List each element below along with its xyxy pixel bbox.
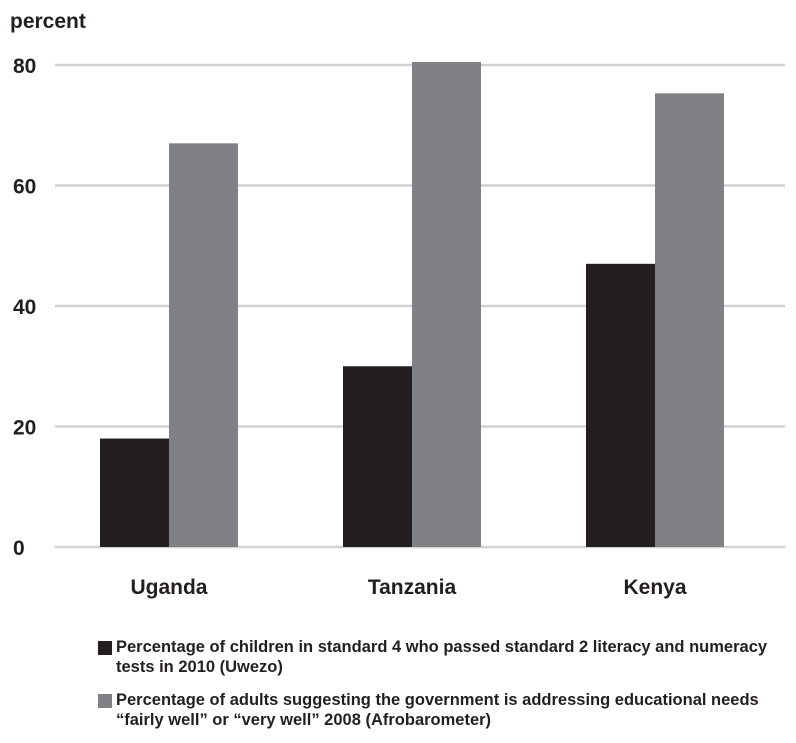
bar-chart: 0 20 40 60 80 Uganda Tanzania Kenya bbox=[13, 55, 785, 599]
legend-label-adults: Percentage of adults suggesting the gove… bbox=[116, 691, 759, 729]
x-tick-label-uganda: Uganda bbox=[130, 576, 207, 599]
legend-item-adults: Percentage of adults suggesting the gove… bbox=[98, 690, 788, 730]
y-tick-label: 20 bbox=[13, 417, 36, 440]
bars bbox=[100, 61, 724, 548]
bar-kenya-series-2 bbox=[655, 93, 724, 547]
x-tick-label-kenya: Kenya bbox=[623, 576, 686, 599]
y-tick-label: 80 bbox=[13, 55, 36, 78]
y-axis-label: percent bbox=[10, 10, 86, 33]
legend-swatch-children bbox=[98, 641, 112, 655]
y-tick-label: 60 bbox=[13, 176, 36, 199]
bar-kenya-series-1 bbox=[586, 263, 655, 547]
legend-item-children: Percentage of children in standard 4 who… bbox=[98, 637, 788, 677]
x-tick-label-tanzania: Tanzania bbox=[368, 576, 457, 599]
y-tick-labels: 0 20 40 60 80 bbox=[13, 55, 36, 560]
bar-tanzania-series-2 bbox=[412, 61, 481, 548]
y-tick-label: 0 bbox=[13, 537, 25, 560]
bar-tanzania-series-1 bbox=[343, 366, 412, 547]
bar-uganda-series-2 bbox=[169, 143, 238, 547]
legend: Percentage of children in standard 4 who… bbox=[98, 637, 788, 743]
legend-label-children: Percentage of children in standard 4 who… bbox=[116, 638, 768, 676]
legend-swatch-adults bbox=[98, 694, 112, 708]
x-tick-labels: Uganda Tanzania Kenya bbox=[130, 576, 686, 599]
y-tick-label: 40 bbox=[13, 296, 36, 319]
bar-uganda-series-1 bbox=[100, 438, 169, 547]
